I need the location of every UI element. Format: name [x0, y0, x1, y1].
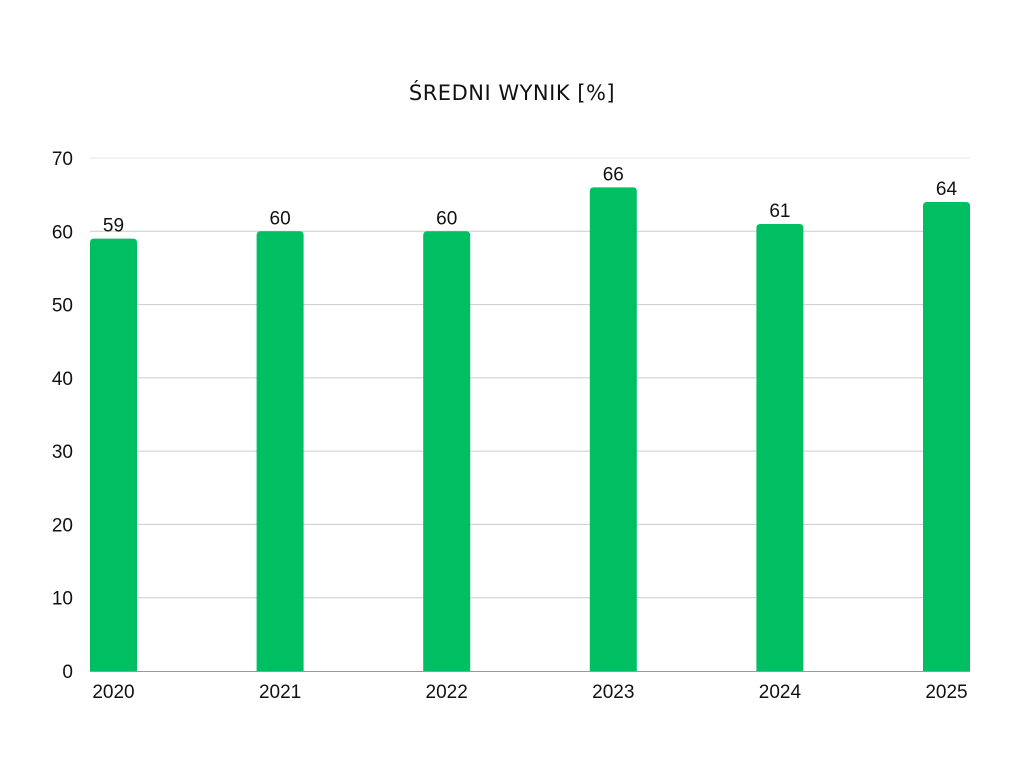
x-tick-label: 2023 [592, 682, 634, 703]
y-tick-label: 0 [62, 662, 73, 683]
y-tick-label: 10 [52, 589, 73, 610]
y-tick-label: 40 [52, 369, 73, 390]
bar [589, 187, 637, 672]
bar [923, 201, 970, 671]
y-tick-label: 20 [52, 515, 73, 536]
bar [90, 238, 137, 671]
data-label: 60 [436, 208, 457, 229]
bar [256, 231, 304, 672]
x-tick-label: 2021 [259, 682, 301, 703]
data-label: 61 [769, 201, 790, 222]
chart-title: ŚREDNI WYNIK [%] [409, 80, 615, 105]
data-labels: 59 60 60 66 61 64 [103, 164, 958, 236]
data-label: 60 [270, 208, 291, 229]
data-label: 66 [603, 164, 624, 185]
bars [90, 187, 970, 672]
data-label: 64 [936, 179, 958, 200]
data-label: 59 [103, 216, 124, 237]
y-tick-label: 70 [52, 149, 73, 170]
x-tick-label: 2020 [92, 682, 134, 703]
bar [423, 231, 471, 672]
x-tick-label: 2025 [925, 682, 967, 703]
grid-lines [90, 157, 970, 599]
y-axis-tick-labels: 0 10 20 30 40 50 60 70 [52, 149, 73, 683]
y-tick-label: 50 [52, 296, 73, 317]
x-axis-category-labels: 2020 2021 2022 2023 2024 2025 [92, 682, 967, 703]
bar [756, 223, 804, 671]
x-tick-label: 2022 [426, 682, 468, 703]
y-tick-label: 60 [52, 222, 73, 243]
x-tick-label: 2024 [759, 682, 802, 703]
y-tick-label: 30 [52, 442, 73, 463]
